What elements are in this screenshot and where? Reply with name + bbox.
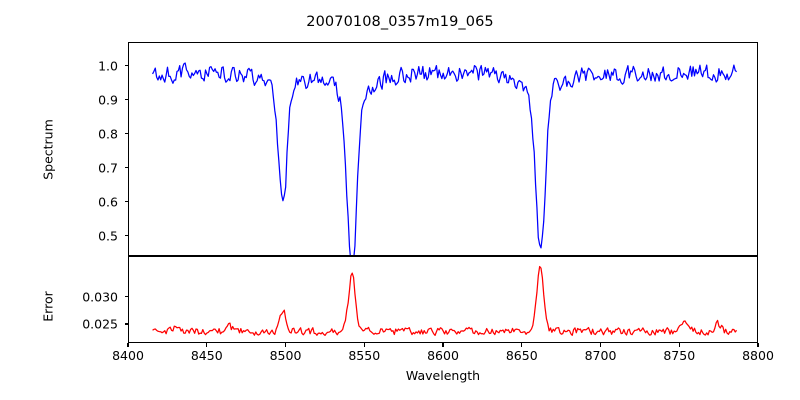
y-tick-mark [124, 99, 128, 101]
x-tick-mark [284, 343, 287, 347]
y-tick-label: 0.6 [98, 194, 118, 210]
spectrum-plot-area [128, 42, 758, 256]
y-tick-mark [124, 65, 128, 67]
y-tick-label: 0.7 [98, 160, 118, 176]
y-tick-mark [124, 235, 128, 237]
y-tick-mark [124, 201, 128, 203]
x-axis-label: Wavelength [405, 368, 481, 383]
y-tick-mark [124, 167, 128, 169]
y-tick-label: 0.5 [98, 228, 118, 244]
x-tick-label: 8750 [663, 348, 696, 363]
x-tick-mark [757, 343, 759, 347]
x-tick-label: 8400 [112, 348, 144, 363]
x-tick-label: 8600 [427, 348, 459, 363]
y-tick-label: 0.030 [82, 289, 118, 305]
x-tick-mark [127, 343, 129, 347]
y-tick-mark [124, 133, 128, 135]
y-tick-label: 0.8 [98, 126, 118, 142]
x-tick-label: 8800 [742, 348, 774, 363]
figure-title: 20070108_0357m19_065 [306, 14, 494, 30]
x-tick-label: 8650 [505, 348, 538, 363]
x-tick-mark [363, 343, 365, 347]
x-tick-label: 8550 [348, 348, 381, 363]
x-tick-mark [599, 343, 602, 347]
error-line-series [129, 257, 757, 342]
y-tick-label: 0.9 [98, 92, 118, 108]
y-tick-label: 1.0 [98, 58, 118, 74]
x-tick-label: 8700 [584, 348, 617, 363]
x-tick-mark [521, 343, 523, 347]
x-tick-mark [442, 343, 444, 347]
x-tick-mark [678, 343, 680, 347]
spectrum-y-axis-label: Spectrum [40, 119, 56, 180]
spectrum-line-series [129, 43, 757, 255]
y-tick-mark [124, 323, 128, 325]
y-tick-mark [124, 296, 128, 298]
x-tick-label: 8500 [269, 348, 302, 363]
error-y-axis-label: Error [40, 291, 56, 322]
error-plot-area [128, 256, 758, 343]
x-tick-label: 8450 [190, 348, 223, 363]
x-tick-mark [206, 343, 208, 347]
y-tick-label: 0.025 [82, 316, 118, 332]
